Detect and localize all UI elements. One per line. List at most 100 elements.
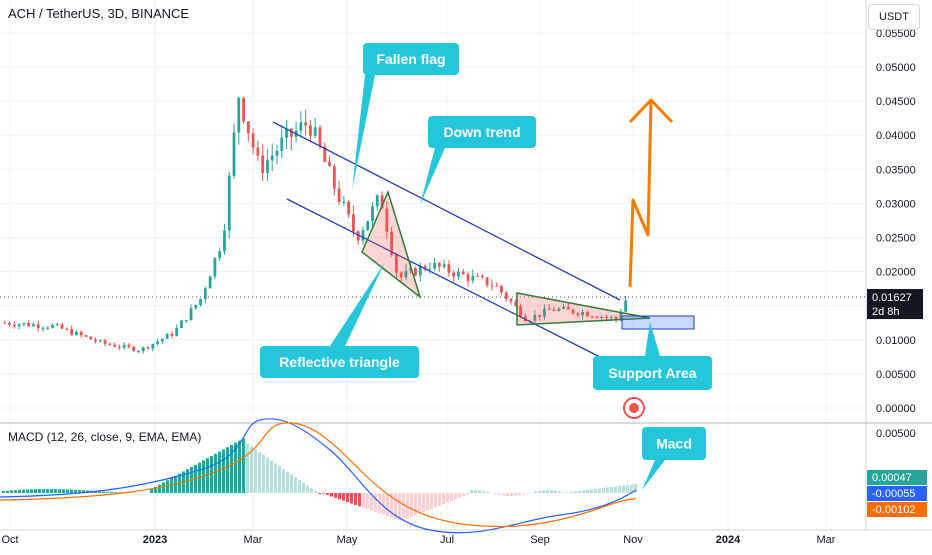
macd-bar xyxy=(550,490,553,493)
candle-body xyxy=(443,264,446,267)
price-tick-label: 0.05000 xyxy=(876,62,916,74)
down-trend-callout-label: Down trend xyxy=(444,124,521,140)
macd-bar xyxy=(402,493,405,520)
macd-bar xyxy=(418,493,421,514)
macd-bar xyxy=(38,489,41,493)
macd-bar xyxy=(286,472,289,493)
candle-body xyxy=(304,122,307,125)
candle-body xyxy=(46,328,49,329)
macd-bar xyxy=(242,438,245,493)
macd-bar xyxy=(18,490,21,493)
macd-bar xyxy=(590,489,593,493)
macd-bar xyxy=(454,493,457,499)
candle-body xyxy=(438,263,441,267)
macd-bar xyxy=(210,456,213,493)
candle-body xyxy=(481,276,484,277)
candle-body xyxy=(194,305,197,308)
candle-body xyxy=(362,230,365,240)
candle-body xyxy=(376,195,379,206)
macd-bar xyxy=(318,493,321,494)
macd-bar xyxy=(606,487,609,493)
macd-bar xyxy=(6,491,9,493)
macd-bar xyxy=(342,493,345,501)
candle-body xyxy=(495,286,498,287)
price-tick-label: 0.00500 xyxy=(876,369,916,381)
candle-body xyxy=(500,286,503,293)
reflective-triangle-callout-label: Reflective triangle xyxy=(279,354,400,370)
candle-body xyxy=(51,325,54,328)
macd-bar xyxy=(610,487,613,493)
macd-bar xyxy=(258,452,261,493)
macd-bar xyxy=(498,493,501,495)
macd-bar xyxy=(374,493,377,512)
candle-body xyxy=(347,202,350,214)
macd-bar xyxy=(442,493,445,504)
macd-bar xyxy=(278,466,281,493)
candle-body xyxy=(18,324,21,326)
candle-body xyxy=(510,299,513,302)
candle-body xyxy=(199,299,202,305)
time-tick-label: Oct xyxy=(1,534,18,546)
candle-body xyxy=(70,329,73,335)
symbol-title: ACH / TetherUS, 3D, BINANCE xyxy=(8,6,189,21)
macd-bar xyxy=(58,489,61,493)
macd-bar xyxy=(506,493,509,496)
macd-tick-label: 0.00500 xyxy=(876,428,916,440)
macd-bar xyxy=(478,490,481,493)
macd-bar xyxy=(570,492,573,493)
macd-bar xyxy=(162,482,165,493)
fallen-flag-callout-label: Fallen flag xyxy=(376,51,445,67)
candle-body xyxy=(299,122,302,130)
down-trend-callout: Down trend xyxy=(420,116,536,205)
time-tick-label: Mar xyxy=(817,534,836,546)
macd-bar xyxy=(582,490,585,493)
candle-body xyxy=(42,328,45,329)
candle-body xyxy=(65,329,68,330)
candle-body xyxy=(166,334,169,339)
macd-callout-label: Macd xyxy=(656,436,692,452)
candle-body xyxy=(266,160,269,173)
macd-bar xyxy=(566,492,569,493)
macd-bar xyxy=(274,463,277,493)
macd-bar xyxy=(238,441,241,493)
price-tick-label: 0.03000 xyxy=(876,198,916,210)
macd-bar xyxy=(150,489,153,493)
macd-bar xyxy=(42,489,45,493)
candle-body xyxy=(56,324,59,325)
macd-bar xyxy=(10,490,13,493)
macd-bar xyxy=(346,493,349,502)
macd-bar xyxy=(74,490,77,493)
macd-bar xyxy=(298,480,301,493)
currency-selector[interactable]: USDT xyxy=(868,4,920,30)
reflective-triangle-callout: Reflective triangle xyxy=(260,262,419,378)
macd-bar xyxy=(106,492,109,493)
macd-value-label: -0.00102 xyxy=(872,504,915,516)
macd-bar xyxy=(358,493,361,506)
candle-body xyxy=(624,301,627,312)
macd-callout-tail xyxy=(642,460,665,490)
macd-bar xyxy=(434,493,437,507)
candle-body xyxy=(467,274,470,280)
macd-bar xyxy=(470,490,473,493)
candle-body xyxy=(156,341,159,344)
macd-bar xyxy=(574,491,577,493)
candle-body xyxy=(118,347,121,348)
macd-bar xyxy=(362,493,365,508)
macd-bar xyxy=(290,475,293,494)
macd-bar xyxy=(246,444,249,493)
candle-body xyxy=(280,138,283,151)
candle-body xyxy=(505,292,508,298)
candle-body xyxy=(309,125,312,135)
candle-body xyxy=(352,214,355,231)
candle-body xyxy=(242,98,245,122)
candle-body xyxy=(13,325,16,326)
price-tick-label: 0.03500 xyxy=(876,164,916,176)
macd-bar xyxy=(538,491,541,493)
candle-body xyxy=(371,206,374,221)
macd-bar xyxy=(266,458,269,493)
macd-bar xyxy=(458,493,461,498)
macd-bar xyxy=(222,449,225,493)
exchange-logo-core xyxy=(629,403,639,413)
